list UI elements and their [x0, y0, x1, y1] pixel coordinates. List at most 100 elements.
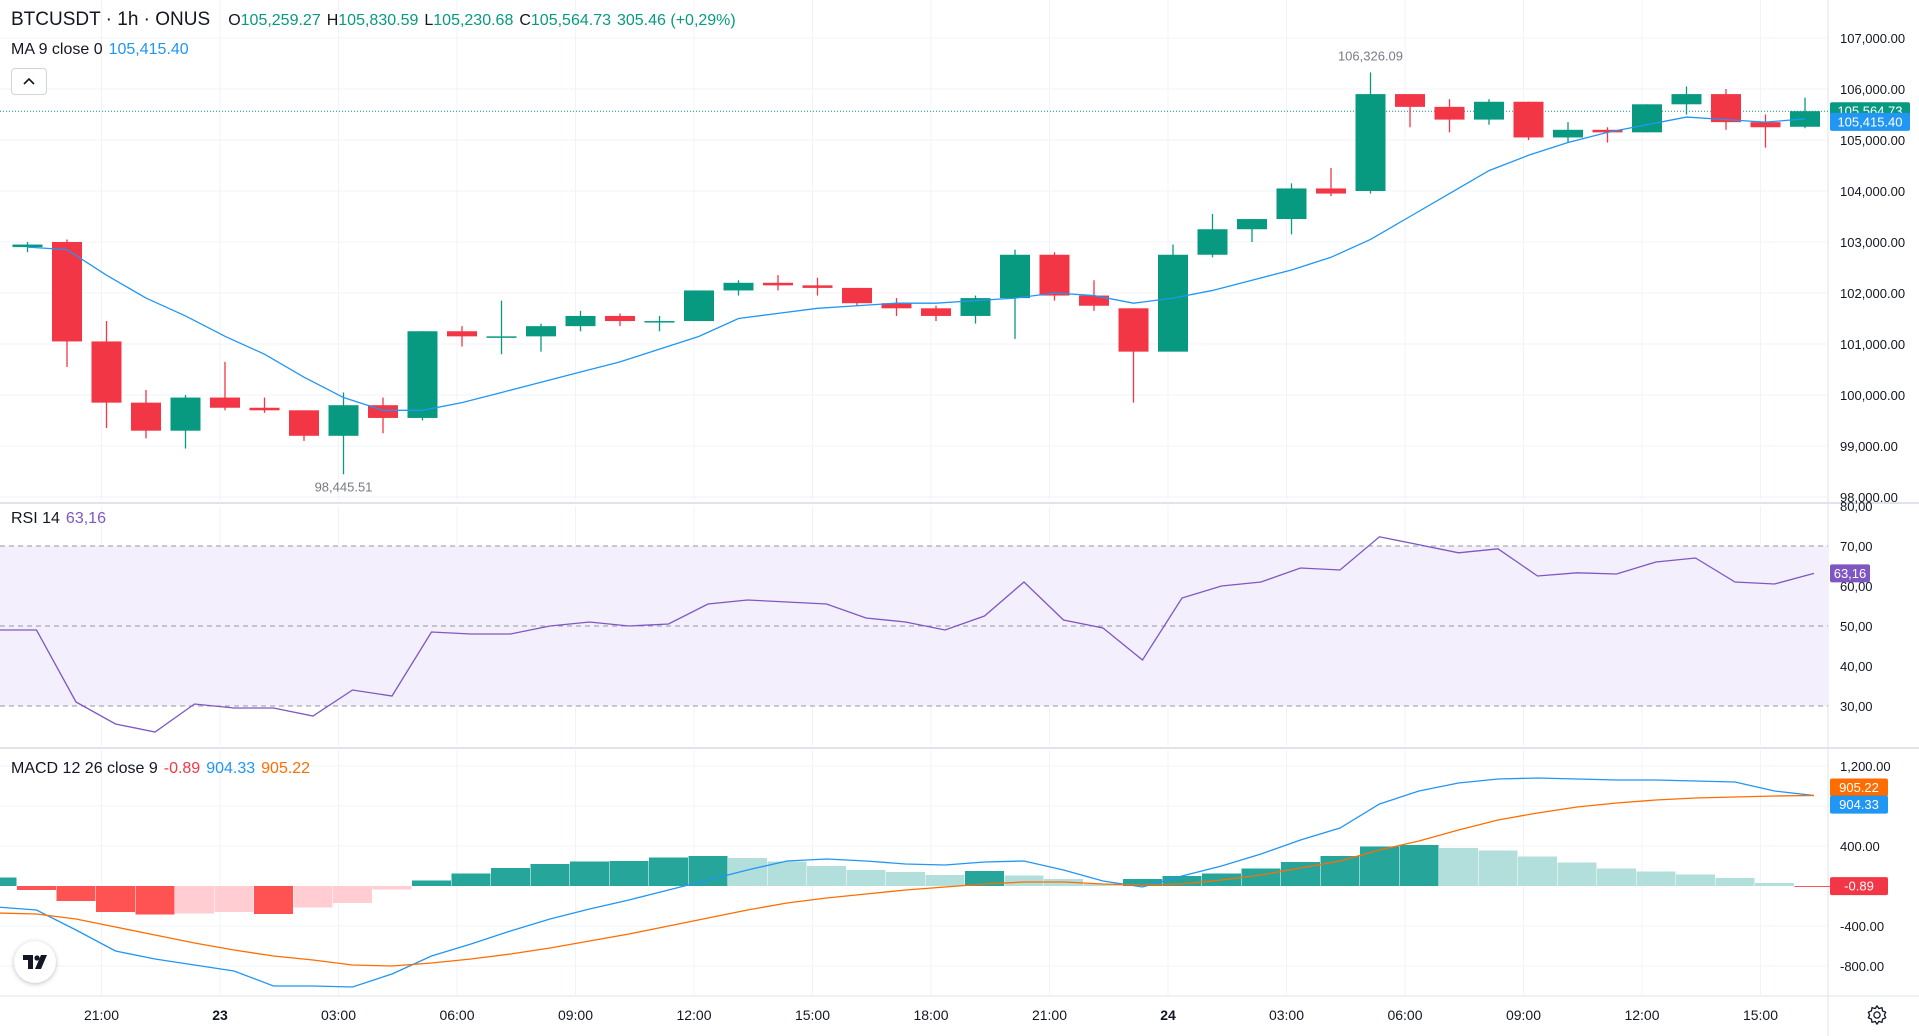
macd-histogram-bar: [530, 864, 570, 886]
ma-line: [27, 116, 1806, 411]
candle-body: [684, 290, 714, 322]
macd-histogram-bar: [412, 880, 451, 886]
macd-histogram-bar: [96, 886, 135, 912]
time-tick-label: 12:00: [1624, 1007, 1659, 1023]
rsi-line: [0, 536, 1815, 733]
candle-body: [921, 308, 951, 316]
ma-price-tag: 105,415.40: [1837, 114, 1902, 129]
macd-histogram-bar: [965, 871, 1004, 886]
symbol-title[interactable]: BTCUSDT · 1h · ONUS: [11, 9, 211, 30]
macd-histogram-bar: [0, 877, 17, 886]
price-tick-label: 105,000.00: [1840, 133, 1905, 148]
macd-label[interactable]: MACD 12 26 close 9: [11, 760, 158, 777]
macd-histogram-bar: [1083, 884, 1123, 886]
candle-body: [1474, 101, 1504, 120]
macd-tag-bg: [1830, 795, 1888, 814]
macd-histogram-bar: [175, 886, 214, 914]
gear-icon[interactable]: [1866, 1004, 1888, 1026]
macd-histogram-bar: [846, 870, 886, 886]
candle-body: [407, 331, 438, 418]
candle-body: [565, 315, 596, 327]
price-tick-label: 100,000.00: [1840, 388, 1905, 403]
candle-body: [249, 407, 280, 411]
candle-body: [328, 405, 359, 436]
candle-body: [842, 287, 872, 304]
candle-body: [1079, 295, 1109, 306]
price-tick-label: 103,000.00: [1840, 235, 1905, 250]
candle-body: [1118, 308, 1149, 352]
tradingview-logo-shape: [23, 955, 47, 969]
candle-body: [526, 326, 556, 337]
ma-price-tag-bg: [1830, 112, 1910, 131]
candle-body: [91, 341, 122, 403]
rsi-value: 63,16: [65, 510, 106, 527]
price-tick-label: 102,000.00: [1840, 286, 1905, 301]
rsi-tick-label: 80,00: [1840, 499, 1873, 514]
macd-histogram-bar: [293, 886, 333, 908]
collapse-legend-button[interactable]: [11, 68, 47, 95]
candle-body: [960, 298, 991, 316]
rsi-tick-label: 60,00: [1840, 579, 1873, 594]
high-annotation: 106,326.09: [1338, 48, 1403, 63]
time-tick-label: 06:00: [439, 1007, 474, 1023]
macd-histogram-bar: [1636, 871, 1676, 886]
macd-histogram-bar: [1360, 846, 1399, 886]
macd-tick-label: 400.00: [1840, 839, 1880, 854]
open-value: 105,259.27: [240, 12, 321, 29]
macd-histogram-bar: [886, 872, 925, 886]
chevron-up-icon: [23, 77, 35, 85]
candle-body: [1632, 104, 1662, 133]
high-value: 105,830.59: [338, 12, 419, 29]
low-value: 105,230.68: [433, 12, 514, 29]
price-tick-label: 101,000.00: [1840, 337, 1905, 352]
candle-body: [170, 397, 201, 431]
candle-body: [881, 303, 912, 309]
rsi-tick-label: 40,00: [1840, 659, 1873, 674]
time-tick-label: 09:00: [1506, 1007, 1541, 1023]
candle-body: [1237, 219, 1267, 230]
macd-value-tag: 904.33: [1839, 797, 1879, 812]
tradingview-logo-icon[interactable]: [14, 941, 56, 983]
low-label: L: [424, 12, 434, 29]
rsi-tick-label: 30,00: [1840, 699, 1873, 714]
candle-body: [131, 402, 161, 431]
ma-label[interactable]: MA 9 close 0: [11, 41, 103, 58]
candle-body: [1158, 254, 1188, 352]
time-tick-label: 03:00: [321, 1007, 356, 1023]
candle-body: [1553, 129, 1583, 138]
macd-histogram-bar: [1518, 856, 1557, 886]
candle-body: [1276, 188, 1307, 220]
candle-body: [1434, 106, 1465, 120]
price-tick-label: 106,000.00: [1840, 82, 1905, 97]
candle-body: [1355, 94, 1386, 191]
candle-body: [447, 331, 477, 337]
macd-histogram-bar: [372, 886, 412, 890]
candle-body: [802, 285, 833, 288]
macd-tag-bg: [1830, 877, 1888, 896]
macd-histogram-bar: [570, 861, 609, 886]
macd-histogram-bar: [1715, 878, 1755, 886]
rsi-legend: RSI 14 63,16: [11, 510, 106, 528]
rsi-label[interactable]: RSI 14: [11, 510, 60, 527]
macd-histogram-bar: [649, 857, 688, 886]
macd-hist-value: -0.89: [163, 760, 201, 777]
candle-body: [1513, 101, 1544, 138]
time-tick-label: 21:00: [84, 1007, 119, 1023]
candle-body: [1671, 94, 1702, 105]
time-tick-label: 21:00: [1032, 1007, 1067, 1023]
candle-body: [52, 242, 82, 342]
candle-body: [763, 282, 793, 286]
time-tick-label: 15:00: [1743, 1007, 1778, 1023]
macd-line: [0, 777, 1815, 988]
candle-body: [1592, 129, 1623, 133]
close-value: 105,564.73: [530, 12, 611, 29]
price-tick-label: 99,000.00: [1840, 439, 1898, 454]
macd-tick-label: -400.00: [1840, 919, 1884, 934]
rsi-tick-label: 70,00: [1840, 539, 1873, 554]
signal-line: [0, 794, 1815, 967]
macd-histogram-bar: [688, 856, 728, 886]
rsi-tag-bg: [1830, 564, 1870, 583]
macd-histogram-bar: [728, 858, 767, 886]
macd-signal-value: 905.22: [261, 760, 311, 777]
